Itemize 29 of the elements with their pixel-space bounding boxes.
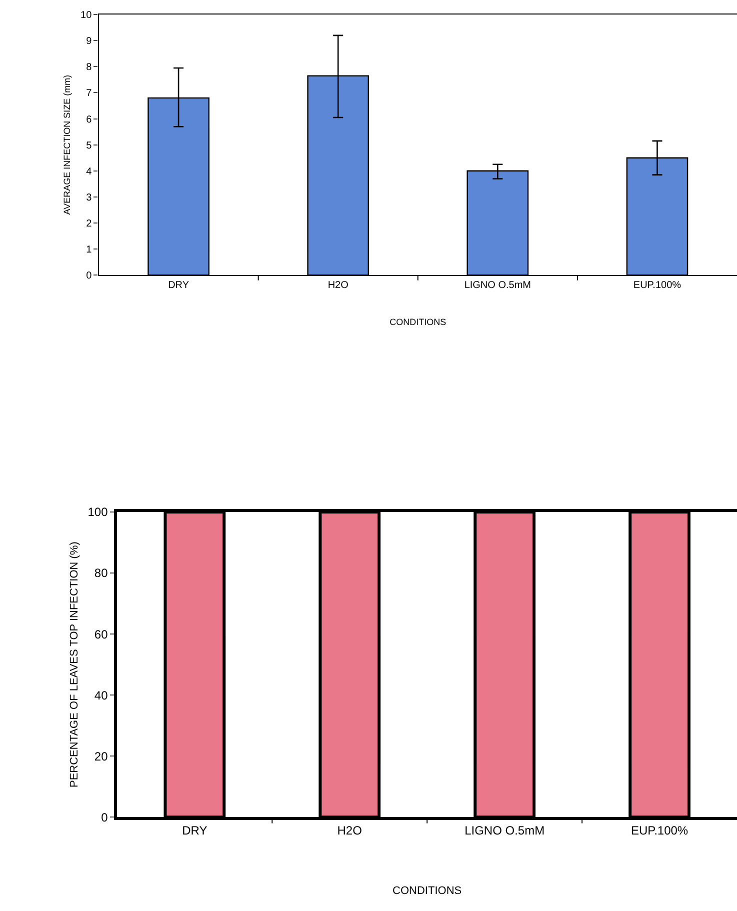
y-tick-label: 2 xyxy=(86,218,92,230)
y-tick-label: 5 xyxy=(86,140,92,152)
y-tick-label: 60 xyxy=(94,627,108,642)
y-tick-label: 80 xyxy=(94,566,108,580)
x-tick-label: LIGNO O.5mM xyxy=(464,824,545,838)
y-tick-label: 7 xyxy=(86,88,92,100)
x-tick-label: DRY xyxy=(168,280,190,292)
x-tick-label: LIGNO O.5mM xyxy=(464,280,531,292)
x-tick-label: EUP.100% xyxy=(630,824,688,838)
y-tick-label: 100 xyxy=(88,505,108,520)
y-tick-label: 40 xyxy=(94,688,108,702)
y-axis-title: AVERAGE INFECTION SIZE (mm) xyxy=(62,74,72,215)
y-tick-label: 6 xyxy=(86,114,92,126)
y-tick-label: 9 xyxy=(86,36,92,48)
y-tick-label: 8 xyxy=(86,62,92,74)
x-axis-title: CONDITIONS xyxy=(392,884,462,897)
y-tick-label: 10 xyxy=(80,10,92,22)
y-tick-label: 0 xyxy=(86,270,92,282)
x-tick-label: H2O xyxy=(337,824,362,838)
y-tick-label: 4 xyxy=(86,166,92,178)
y-tick-label: 0 xyxy=(101,810,108,824)
y-tick-label: 20 xyxy=(94,749,108,764)
y-axis-title: PERCENTAGE OF LEAVES TOP INFECTION (%) xyxy=(68,542,80,788)
x-tick-label: H2O xyxy=(328,280,349,292)
x-axis-title: CONDITIONS xyxy=(390,317,446,328)
x-tick-label: DRY xyxy=(182,824,208,838)
y-tick-label: 3 xyxy=(86,192,92,204)
y-tick-label: 1 xyxy=(86,244,92,256)
x-tick-label: EUP.100% xyxy=(633,280,682,292)
